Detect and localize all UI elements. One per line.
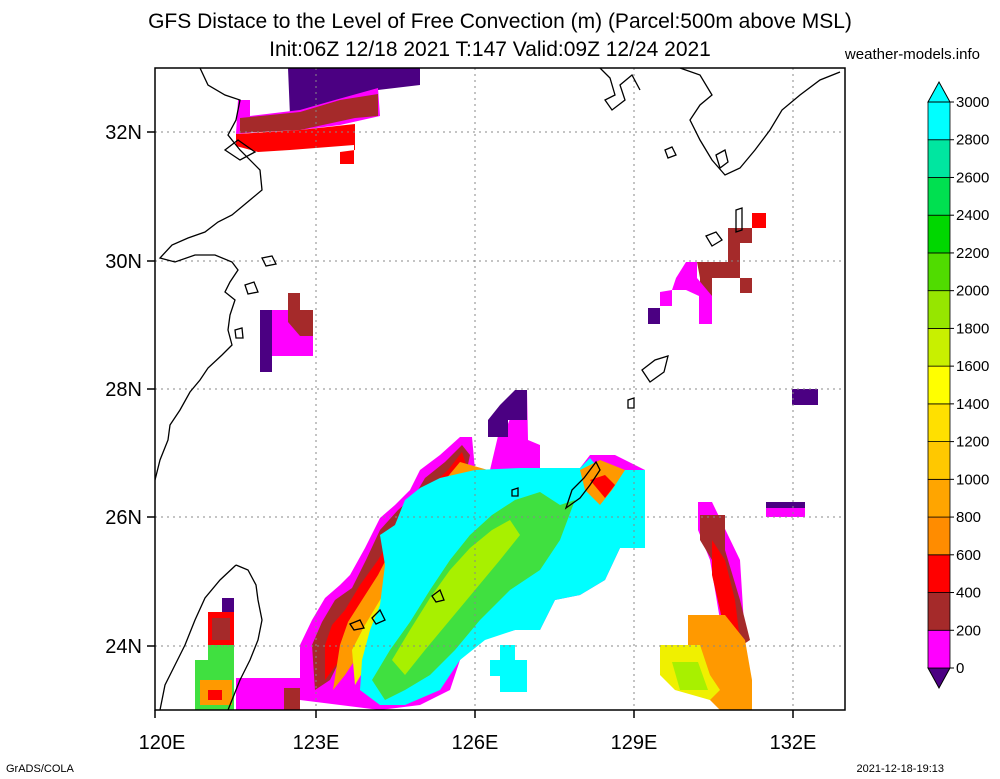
tick-marks xyxy=(147,131,794,718)
colorbar-label: 1600 xyxy=(956,358,989,375)
lat-tick-label: 24N xyxy=(105,636,142,658)
island-small-3 xyxy=(627,397,635,409)
field-band-lime xyxy=(392,520,520,675)
island-tanega xyxy=(735,207,743,233)
island-zhoushan xyxy=(261,255,277,267)
colorbar-segment xyxy=(927,365,951,405)
field-band-indigo-top xyxy=(488,390,527,437)
island-iriomote xyxy=(371,608,386,625)
field-sw-brown2 xyxy=(284,688,300,710)
colorbar-label: 2200 xyxy=(956,245,989,262)
coastlines xyxy=(155,68,841,710)
island-jeju xyxy=(664,146,677,159)
lon-tick-label: 123E xyxy=(293,732,340,754)
grid-lines xyxy=(155,68,845,710)
island-goto xyxy=(715,149,729,170)
colorbar-label: 400 xyxy=(956,585,981,602)
field-se-lime xyxy=(672,662,708,690)
site-credit: weather-models.info xyxy=(844,46,980,63)
colorbar-segment xyxy=(927,403,951,443)
colorbar-label: 1000 xyxy=(956,471,989,488)
field-e-indigo xyxy=(792,389,818,405)
lat-tick-label: 32N xyxy=(105,122,142,144)
coast-yangtze xyxy=(223,139,257,161)
colorbar-label: 2800 xyxy=(956,132,989,149)
island-yakushima xyxy=(705,231,723,247)
colorbar-segment xyxy=(927,592,951,631)
field-nw-red xyxy=(236,124,355,164)
colorbar-segment xyxy=(927,252,951,292)
lat-tick-labels: 24N 26N 28N 30N 32N xyxy=(105,122,142,658)
colorbar-label: 0 xyxy=(956,660,964,677)
field-w-brown xyxy=(288,293,313,336)
field-se-red xyxy=(712,540,740,648)
lat-tick-label: 26N xyxy=(105,507,142,529)
lon-tick-label: 132E xyxy=(770,732,817,754)
island-small-1 xyxy=(244,281,259,295)
colorbar-segment xyxy=(927,478,951,518)
lfc-field xyxy=(195,68,818,710)
colorbar-label: 3000 xyxy=(956,94,989,111)
island-yaeyama xyxy=(349,619,365,631)
field-ne-red xyxy=(752,213,766,228)
colorbar-segment xyxy=(927,441,951,480)
colorbar-top-arrow xyxy=(927,80,951,103)
island-small-2 xyxy=(234,327,244,339)
colorbar-label: 1400 xyxy=(956,396,989,413)
coast-kyushu xyxy=(679,68,841,176)
footer-credit: GrADS/COLA xyxy=(6,763,74,775)
field-ne-magenta xyxy=(660,262,712,324)
island-small-4 xyxy=(511,487,519,497)
field-band-ne-red xyxy=(590,475,615,498)
coast-taiwan xyxy=(159,564,263,710)
colorbar-label: 2600 xyxy=(956,169,989,186)
lon-tick-labels: 120E 123E 126E 129E 132E xyxy=(139,732,817,754)
field-sw-brown xyxy=(212,618,230,640)
colorbar-label: 2000 xyxy=(956,283,989,300)
colorbar-label: 200 xyxy=(956,622,981,639)
colorbar-segment xyxy=(927,139,951,178)
colorbar-bottom-arrow xyxy=(927,667,951,690)
footer-timestamp: 2021-12-18-19:13 xyxy=(856,763,944,775)
colorbar-segment xyxy=(927,290,951,329)
lon-tick-label: 129E xyxy=(611,732,658,754)
island-amami xyxy=(641,355,669,383)
colorbar-segment xyxy=(927,177,951,216)
title-line-2: Init:06Z 12/18 2021 T:147 Valid:09Z 12/2… xyxy=(269,38,711,61)
colorbar-segment xyxy=(927,214,951,254)
field-e26-magenta xyxy=(766,508,805,517)
colorbar-label: 1800 xyxy=(956,320,989,337)
field-w-indigo xyxy=(260,310,272,372)
colorbar-label: 1200 xyxy=(956,434,989,451)
lon-tick-label: 126E xyxy=(452,732,499,754)
field-nw-brown xyxy=(240,94,378,133)
lon-tick-label: 120E xyxy=(139,732,186,754)
coast-china xyxy=(155,68,263,481)
field-ne-indigo xyxy=(648,308,660,324)
island-okinawa xyxy=(564,460,601,510)
coast-korea-kyushu xyxy=(599,68,641,111)
colorbar-segment xyxy=(927,327,951,367)
field-sw-red2 xyxy=(208,690,222,700)
lat-tick-label: 28N xyxy=(105,379,142,401)
colorbar-label: 800 xyxy=(956,509,981,526)
colorbar-segment xyxy=(927,554,951,593)
field-ne-brown xyxy=(697,228,752,296)
colorbar-label: 600 xyxy=(956,547,981,564)
island-miyako xyxy=(431,588,445,603)
field-sw-indigo xyxy=(222,598,234,612)
lat-tick-label: 30N xyxy=(105,251,142,273)
colorbar-segment xyxy=(927,516,951,556)
colorbar-segment xyxy=(927,101,951,141)
field-band-small-aqua xyxy=(490,645,527,692)
colorbar-segment xyxy=(927,629,951,669)
title-line-1: GFS Distace to the Level of Free Convect… xyxy=(148,10,852,33)
colorbar: 0 200 400 600 800 1000 1200 1400 1600 1800 2000 220… xyxy=(927,80,989,690)
colorbar-label: 2400 xyxy=(956,207,989,224)
